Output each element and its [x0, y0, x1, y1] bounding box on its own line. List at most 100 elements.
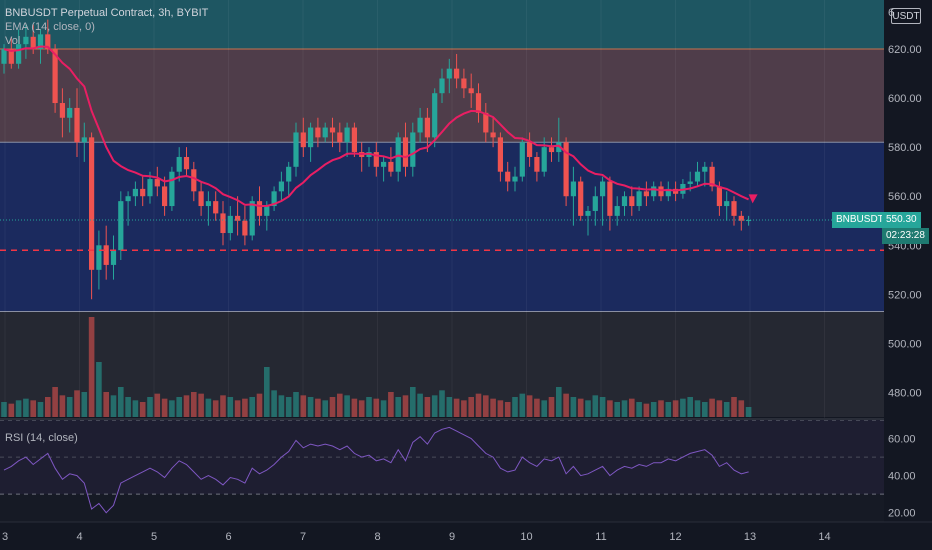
candle-27 [198, 181, 204, 216]
candle-body-21 [154, 179, 160, 187]
ema-legend[interactable]: EMA (14, close, 0) [5, 21, 95, 33]
candle-body-77 [563, 142, 569, 197]
volume-bar-78 [570, 397, 577, 417]
candle-15 [110, 235, 117, 280]
candle-37 [271, 186, 277, 211]
volume-bar-27 [198, 393, 204, 417]
candle-28 [205, 191, 211, 226]
candle-79 [578, 176, 584, 221]
symbol-legend[interactable]: BNBUSDT Perpetual Contract, 3h, BYBIT [5, 7, 209, 19]
candle-67 [490, 117, 496, 148]
candle-body-95 [694, 171, 701, 182]
candle-body-101 [738, 215, 744, 221]
candle-body-53 [388, 161, 394, 172]
volume-bar-14 [103, 392, 109, 417]
candle-body-69 [505, 171, 511, 182]
candle-47 [344, 122, 350, 157]
candle-17 [125, 191, 131, 226]
volume-bar-91 [665, 402, 672, 417]
candle-77 [563, 137, 569, 207]
rsi-axis: 20.00 40.00 60.00 [888, 434, 916, 520]
time-tick-0: 3 [2, 531, 8, 543]
candle-body-0 [1, 49, 7, 64]
candle-22 [162, 176, 168, 216]
volume-bar-45 [329, 397, 336, 417]
candle-body-57 [417, 117, 423, 133]
candle-82 [600, 176, 606, 226]
volume-bar-41 [300, 395, 307, 417]
candle-10 [74, 88, 80, 157]
time-tick-10: 13 [744, 531, 756, 543]
volume-bar-23 [169, 400, 175, 417]
volume-bar-99 [723, 402, 730, 417]
candle-96 [702, 161, 708, 187]
currency-selector[interactable]: USDT [891, 8, 921, 24]
volume-bar-8 [59, 395, 66, 417]
volume-bar-36 [264, 367, 270, 417]
candle-body-61 [446, 68, 452, 79]
candle-body-80 [585, 210, 591, 216]
volume-bar-34 [249, 397, 255, 417]
volume-bar-20 [147, 397, 153, 417]
candle-13 [96, 230, 102, 290]
volume-bar-65 [475, 393, 482, 417]
price-axis[interactable]: 480.00500.00520.00540.00560.00580.00600.… [884, 0, 932, 550]
candle-body-27 [198, 191, 204, 207]
volume-bar-5 [37, 402, 44, 417]
candle-69 [505, 161, 511, 192]
candle-73 [534, 152, 540, 182]
candle-body-85 [621, 196, 628, 207]
candle-55 [402, 122, 409, 177]
candle-body-87 [636, 191, 642, 207]
candle-72 [527, 132, 533, 167]
candle-body-82 [600, 181, 606, 197]
candle-body-36 [264, 206, 270, 216]
volume-bar-12 [88, 317, 95, 417]
candle-body-28 [205, 201, 211, 207]
candle-61 [446, 58, 452, 94]
candle-58 [424, 107, 430, 153]
time-axis-bg [0, 522, 932, 550]
candle-body-68 [497, 137, 503, 172]
candle-0 [1, 44, 7, 74]
volume-bar-64 [468, 397, 474, 417]
candle-body-52 [381, 161, 387, 167]
candle-body-4 [30, 36, 36, 50]
candle-body-9 [67, 107, 73, 118]
volume-bar-40 [293, 392, 299, 417]
ema-arrow-marker [748, 194, 758, 204]
candle-body-10 [74, 107, 80, 143]
price-zone-0 [0, 0, 884, 50]
volume-bar-74 [541, 400, 547, 417]
volume-bar-37 [271, 390, 277, 417]
candle-88 [643, 181, 649, 207]
volume-bar-3 [23, 398, 29, 417]
candle-body-88 [643, 191, 649, 197]
candle-body-63 [461, 78, 467, 89]
volume-bar-54 [395, 397, 401, 417]
candle-body-8 [59, 103, 65, 118]
candle-101 [738, 210, 744, 231]
volume-bar-28 [205, 398, 212, 417]
vol-legend[interactable]: Vol [5, 35, 21, 47]
candle-99 [724, 191, 730, 221]
volume-bar-95 [694, 400, 701, 417]
rsi-panel [0, 418, 932, 522]
candle-60 [439, 68, 445, 104]
candle-18 [132, 181, 138, 207]
volume-bar-6 [45, 397, 51, 417]
candle-102 [746, 215, 752, 226]
candle-2 [16, 29, 22, 69]
candle-100 [731, 196, 737, 226]
candle-body-25 [183, 156, 190, 170]
volume-bar-24 [176, 397, 182, 417]
candle-body-83 [607, 181, 613, 216]
rsi-legend[interactable]: RSI (14, close) [5, 432, 78, 444]
volume-bar-58 [424, 397, 431, 417]
time-axis[interactable]: 3 4 5 6 7 8 9 10 11 12 13 14 [0, 521, 932, 550]
candle-body-94 [687, 181, 693, 184]
candle-body-43 [315, 127, 321, 138]
candle-body-13 [96, 245, 102, 270]
candle-body-45 [329, 127, 336, 133]
